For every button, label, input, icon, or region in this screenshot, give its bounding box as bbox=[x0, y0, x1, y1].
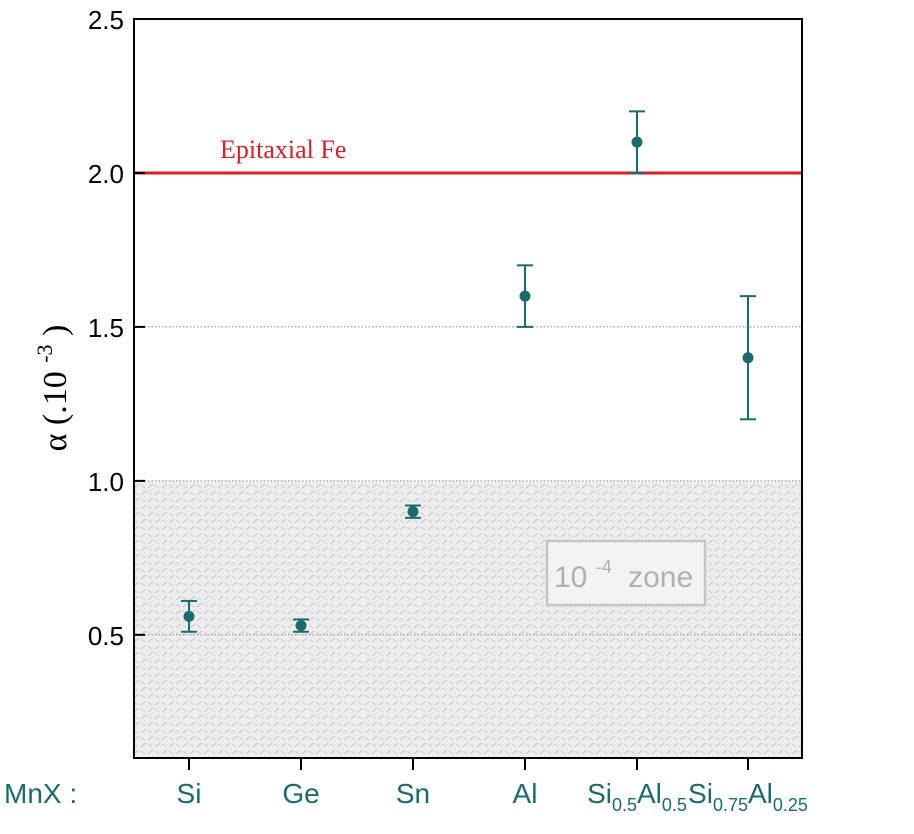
y-axis-label-close: ) bbox=[37, 325, 74, 336]
y-axis-label: α (.10 -3 ) bbox=[23, 325, 74, 452]
x-tick-label-part: Si bbox=[177, 778, 202, 809]
y-tick-label: 1.0 bbox=[88, 467, 124, 497]
data-point bbox=[742, 352, 754, 364]
zone-label-box: 10 -4 zone bbox=[545, 539, 707, 607]
x-tick-label-part: Al bbox=[748, 778, 773, 809]
x-tick-label: Si0.5Al0.5 bbox=[587, 778, 687, 815]
x-tick-label-subscript: 0.25 bbox=[773, 795, 808, 815]
zone-label-frame bbox=[545, 539, 707, 607]
data-points bbox=[181, 110, 756, 633]
data-point bbox=[407, 506, 419, 518]
x-tick-label-part: Sn bbox=[396, 778, 430, 809]
zone-label-word: zone bbox=[628, 561, 693, 594]
plot-frame bbox=[133, 18, 803, 759]
x-tick-label-part: Al bbox=[513, 778, 538, 809]
gridlines bbox=[134, 326, 802, 636]
data-point bbox=[183, 610, 195, 622]
x-tick-label-subscript: 0.75 bbox=[713, 795, 748, 815]
x-axis: Si Ge Sn Al Si0.5Al0.5 Si0.75Al0.25 bbox=[177, 758, 808, 815]
y-tick-label: 0.5 bbox=[88, 621, 124, 651]
x-tick-label-subscript: 0.5 bbox=[612, 795, 637, 815]
zone-label: 10 -4 zone bbox=[554, 547, 693, 594]
x-tick-label: Ge bbox=[282, 778, 319, 809]
category-prefix: MnX : bbox=[4, 778, 77, 809]
y-axis-label-main: α (.10 bbox=[37, 371, 74, 451]
y-tick-label: 2.5 bbox=[88, 5, 124, 35]
x-tick-label: Al bbox=[513, 778, 538, 809]
x-tick-label-part: Ge bbox=[282, 778, 319, 809]
y-tick-label: 1.5 bbox=[88, 313, 124, 343]
hatched-zone bbox=[134, 480, 802, 758]
y-axis-label-exponent: -3 bbox=[32, 344, 57, 362]
y-axis: 0.5 1.0 1.5 2.0 2.5 bbox=[88, 5, 145, 651]
x-tick-label: Si0.75Al0.25 bbox=[688, 778, 808, 815]
x-tick-label-part: Si bbox=[587, 778, 612, 809]
x-tick-label-subscript: 0.5 bbox=[662, 795, 687, 815]
data-point bbox=[295, 620, 307, 632]
x-tick-label-part: Al bbox=[637, 778, 662, 809]
zone-label-exponent: -4 bbox=[596, 557, 612, 577]
data-point bbox=[519, 290, 531, 302]
zone-label-base: 10 bbox=[554, 561, 587, 594]
y-tick-label: 2.0 bbox=[88, 159, 124, 189]
data-point bbox=[631, 136, 643, 148]
x-tick-label: Sn bbox=[396, 778, 430, 809]
x-tick-label-part: Si bbox=[688, 778, 713, 809]
x-tick-label: Si bbox=[177, 778, 202, 809]
reference-line-label: Epitaxial Fe bbox=[220, 135, 346, 164]
